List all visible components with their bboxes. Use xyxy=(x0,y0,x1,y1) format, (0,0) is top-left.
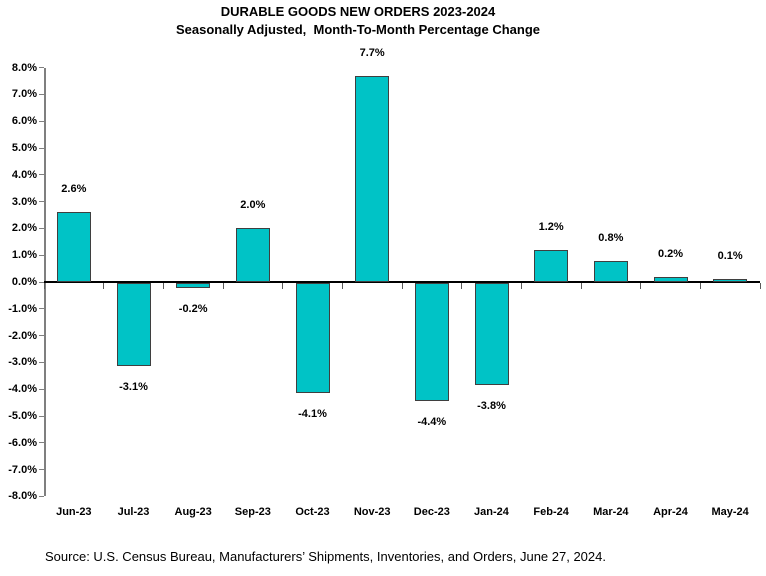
x-axis-tick xyxy=(759,283,761,289)
x-axis-label-mar-24: Mar-24 xyxy=(593,506,629,519)
x-axis-label-dec-23: Dec-23 xyxy=(413,506,450,519)
y-axis-tick-label: 5.0% xyxy=(11,142,37,154)
bar-jul-23 xyxy=(116,283,151,367)
bar-nov-23 xyxy=(355,75,390,282)
x-axis-label-jul-23: Jul-23 xyxy=(117,506,150,519)
y-axis-tick xyxy=(39,388,44,390)
x-axis-label-jun-23: Jun-23 xyxy=(56,506,92,519)
y-axis-tick-label: -1.0% xyxy=(8,302,37,315)
bar-jun-23 xyxy=(56,212,91,282)
x-axis-label-sep-23: Sep-23 xyxy=(234,506,271,519)
y-axis-tick-label: -4.0% xyxy=(8,383,37,396)
bar-value-label-jan-24: -3.8% xyxy=(477,399,506,412)
y-axis-tick-label: 3.0% xyxy=(11,195,37,208)
y-axis-tick xyxy=(39,442,44,444)
x-axis-tick xyxy=(103,283,105,289)
y-axis-tick xyxy=(39,147,44,149)
x-axis-label-oct-23: Oct-23 xyxy=(295,506,330,519)
y-axis-tick xyxy=(39,67,44,69)
y-axis-tick-label: 1.0% xyxy=(11,249,37,262)
y-axis-tick xyxy=(39,495,44,497)
x-axis-tick xyxy=(341,283,343,289)
x-axis-label-aug-23: Aug-23 xyxy=(174,506,212,519)
bar-sep-23 xyxy=(235,228,270,282)
x-axis-tick xyxy=(401,283,403,289)
y-axis-tick xyxy=(39,201,44,203)
bar-value-label-dec-23: -4.4% xyxy=(417,415,447,428)
bar-value-label-feb-24: 1.2% xyxy=(538,220,564,233)
y-axis-tick-label: 7.0% xyxy=(11,88,37,101)
bar-value-label-apr-24: 0.2% xyxy=(657,247,684,260)
bar-value-label-aug-23: -0.2% xyxy=(178,303,208,316)
bar-dec-23 xyxy=(414,283,449,401)
y-axis-tick-label: -7.0% xyxy=(8,463,37,476)
y-axis-tick-label: 0.0% xyxy=(11,276,37,288)
bar-value-label-sep-23: 2.0% xyxy=(240,199,266,212)
bar-value-label-jun-23: 2.6% xyxy=(61,183,87,196)
chart-title: DURABLE GOODS NEW ORDERS 2023-2024 xyxy=(220,4,496,19)
y-axis-tick-label: -8.0% xyxy=(8,490,37,503)
bar-value-label-nov-23: 7.7% xyxy=(359,46,385,59)
y-axis-tick-label: -6.0% xyxy=(8,436,37,449)
bar-aug-23 xyxy=(176,283,211,289)
bar-value-label-mar-24: 0.8% xyxy=(598,231,624,244)
chart-subtitle: Seasonally Adjusted, Month-To-Month Perc… xyxy=(175,22,541,37)
source-note: Source: U.S. Census Bureau, Manufacturer… xyxy=(45,549,606,564)
y-axis-tick xyxy=(39,308,44,310)
x-axis-tick xyxy=(640,283,642,289)
y-axis-tick-label: -2.0% xyxy=(8,329,37,342)
bar-jan-24 xyxy=(474,283,509,385)
x-axis-tick xyxy=(520,283,522,289)
x-axis-label-jan-24: Jan-24 xyxy=(474,506,509,519)
y-axis-tick-label: -3.0% xyxy=(8,356,37,369)
bar-apr-24 xyxy=(653,276,688,282)
y-axis-tick xyxy=(39,254,44,256)
chart-header: DURABLE GOODS NEW ORDERS 2023-2024 Seaso… xyxy=(0,3,716,39)
bar-value-label-may-24: 0.1% xyxy=(717,250,743,263)
x-axis-tick xyxy=(699,283,701,289)
bar-oct-23 xyxy=(295,283,330,393)
y-axis-tick-label: 2.0% xyxy=(11,222,37,235)
bar-value-label-oct-23: -4.1% xyxy=(298,407,327,420)
bar-feb-24 xyxy=(534,249,569,282)
x-axis-tick xyxy=(222,283,224,289)
bar-mar-24 xyxy=(593,260,628,282)
x-axis-tick xyxy=(580,283,582,289)
y-axis-tick xyxy=(39,227,44,229)
x-axis-label-nov-23: Nov-23 xyxy=(353,506,391,519)
y-axis-tick-label: 8.0% xyxy=(11,61,37,74)
y-axis-tick xyxy=(39,415,44,417)
y-axis-tick xyxy=(39,335,44,337)
y-axis-tick-label: 6.0% xyxy=(11,115,37,128)
y-axis-tick xyxy=(39,120,44,122)
x-axis-tick xyxy=(461,283,463,289)
x-axis-zero-line xyxy=(44,281,760,283)
y-axis-tick xyxy=(39,361,44,363)
x-axis-label-may-24: May-24 xyxy=(711,506,749,519)
y-axis-tick xyxy=(39,281,44,283)
x-axis-label-apr-24: Apr-24 xyxy=(653,506,688,519)
y-axis-tick xyxy=(39,174,44,176)
y-axis-tick-label: 4.0% xyxy=(11,168,37,181)
x-axis-tick xyxy=(43,283,45,289)
x-axis-tick xyxy=(282,283,284,289)
y-axis-tick xyxy=(39,469,44,471)
y-axis-tick-label: -5.0% xyxy=(8,410,37,422)
x-axis-tick xyxy=(162,283,164,289)
x-axis-label-feb-24: Feb-24 xyxy=(533,506,569,519)
y-axis-tick xyxy=(39,93,44,95)
bar-may-24 xyxy=(713,279,748,282)
bar-value-label-jul-23: -3.1% xyxy=(119,381,148,394)
